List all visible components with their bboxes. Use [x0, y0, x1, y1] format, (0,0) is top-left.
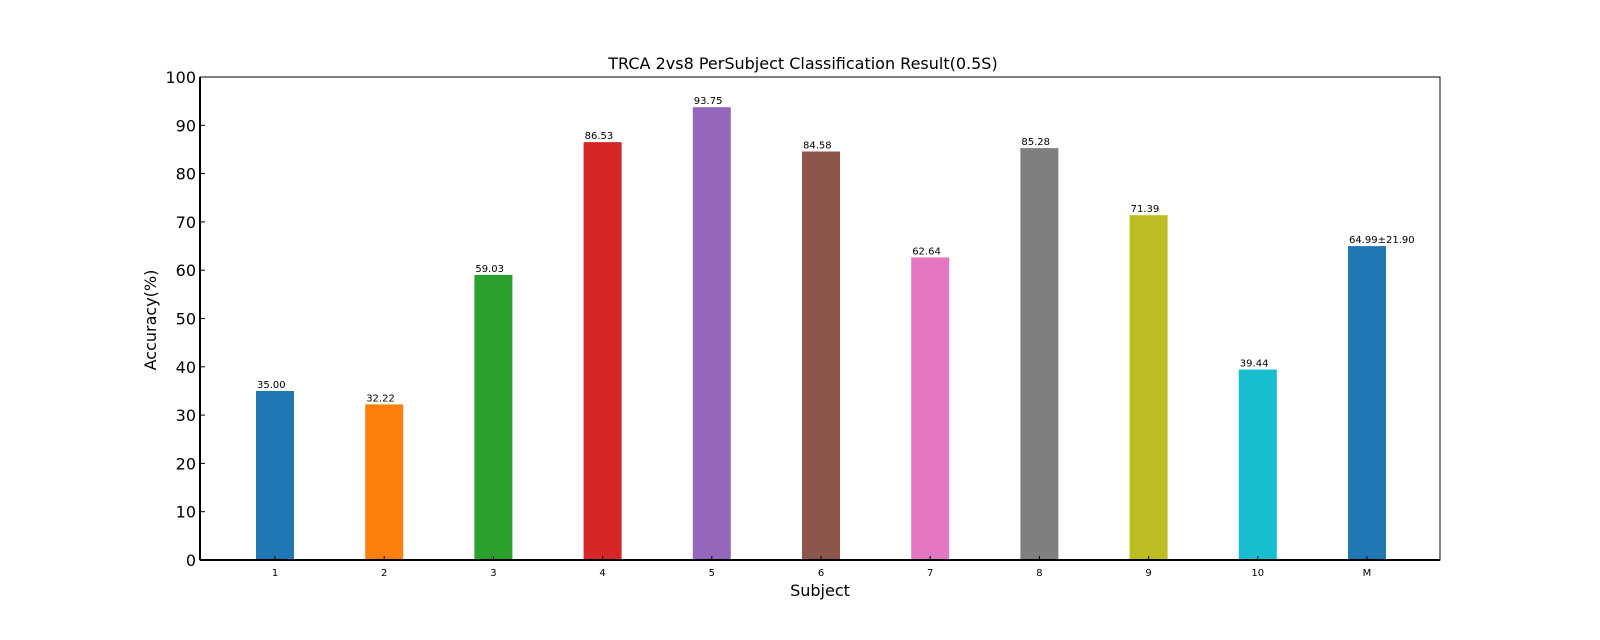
x-tick-label: 1 — [272, 568, 278, 579]
chart-title: TRCA 2vs8 PerSubject Classification Resu… — [607, 54, 997, 73]
bar-10 — [1238, 369, 1277, 560]
y-tick-label: 20 — [176, 454, 196, 473]
bar-value-label-3: 59.03 — [475, 264, 504, 275]
x-axis-label: Subject — [790, 581, 850, 600]
bar-value-label-9: 71.39 — [1131, 204, 1160, 215]
x-tick-label: 9 — [1145, 568, 1151, 579]
bar-value-label-M: 64.99±21.90 — [1349, 235, 1415, 246]
bars-group: 35.00 32.22 59.03 86.53 93.75 84.58 62.64 85.28… — [256, 96, 1415, 560]
bar-1 — [256, 391, 294, 560]
bar-value-label-2: 32.22 — [366, 393, 395, 404]
y-tick-label: 40 — [176, 358, 196, 377]
bar-value-label-10: 39.44 — [1240, 359, 1269, 370]
y-tick-label: 100 — [165, 68, 196, 87]
bar-2 — [365, 404, 404, 560]
bar-value-label-1: 35.00 — [257, 380, 286, 391]
y-tick-label: 0 — [186, 551, 196, 570]
bar-value-label-6: 84.58 — [803, 141, 832, 152]
y-tick-label: 90 — [176, 116, 196, 135]
y-tick-label: 60 — [176, 261, 196, 280]
bar-9 — [1129, 215, 1168, 560]
y-tick-label: 10 — [176, 503, 196, 522]
x-tick-label: 8 — [1036, 568, 1042, 579]
bar-value-label-8: 85.28 — [1021, 137, 1050, 148]
x-tick-label: 3 — [490, 568, 496, 579]
x-tick-label: 10 — [1251, 568, 1264, 579]
x-tick-label: 6 — [818, 568, 824, 579]
bar-value-label-4: 86.53 — [585, 131, 614, 142]
bar-8 — [1020, 148, 1059, 560]
bar-M — [1348, 246, 1386, 560]
x-tick-label: 4 — [599, 568, 605, 579]
bar-4 — [583, 142, 622, 560]
bar-3 — [474, 274, 513, 560]
bar-5 — [692, 107, 731, 560]
x-tick-label: 5 — [709, 568, 715, 579]
y-tick-label: 30 — [176, 406, 196, 425]
y-tick-label: 80 — [176, 165, 196, 184]
y-tick-label: 70 — [176, 213, 196, 232]
bar-value-label-5: 93.75 — [694, 96, 723, 107]
x-tick-label: 7 — [927, 568, 933, 579]
x-tick-label: 2 — [381, 568, 387, 579]
x-tick-label: M — [1363, 568, 1372, 579]
bar-7 — [911, 257, 950, 560]
y-axis-label: Accuracy(%) — [141, 270, 160, 371]
bar-value-label-7: 62.64 — [912, 246, 941, 257]
bar-6 — [802, 151, 840, 560]
y-tick-label: 50 — [176, 310, 196, 329]
